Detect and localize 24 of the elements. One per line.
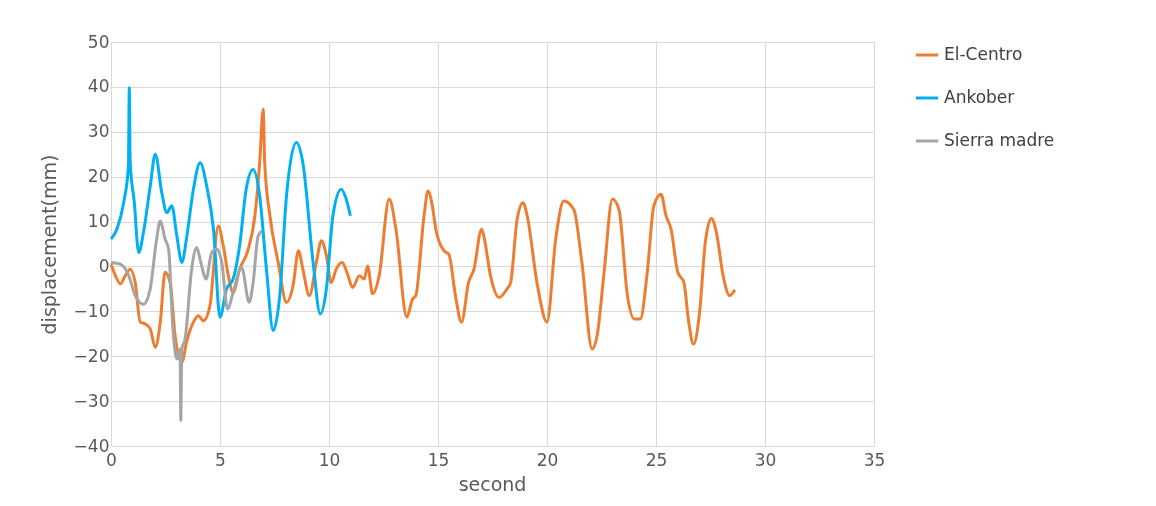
y-axis-title: displacement(mm) — [37, 154, 60, 335]
x-tick-label: 20 — [536, 449, 559, 470]
y-tick-label: −30 — [73, 390, 110, 411]
line-series — [109, 107, 737, 364]
x-tick-label: 5 — [215, 449, 226, 470]
x-tick-label: 30 — [754, 449, 777, 470]
legend-label: Ankober — [944, 87, 1015, 107]
y-tick-label: −20 — [73, 345, 110, 366]
y-tick-label: −10 — [73, 300, 110, 321]
line-series — [109, 219, 264, 422]
legend-label: Sierra madre — [944, 130, 1055, 150]
x-tick-label: 25 — [645, 449, 668, 470]
y-tick-label: 30 — [87, 121, 110, 142]
y-tick-label: 40 — [87, 76, 110, 97]
x-tick-label: 15 — [427, 449, 450, 470]
y-tick-label: 10 — [87, 211, 110, 232]
x-axis-title: second — [458, 473, 527, 495]
line-series — [109, 86, 352, 333]
legend-label: El-Centro — [944, 44, 1023, 64]
y-tick-label: 50 — [87, 31, 110, 52]
y-tick-label: 0 — [98, 255, 110, 276]
x-tick-label: 10 — [318, 449, 341, 470]
y-tick-label: 20 — [87, 166, 110, 187]
x-tick-label: 35 — [863, 449, 886, 470]
